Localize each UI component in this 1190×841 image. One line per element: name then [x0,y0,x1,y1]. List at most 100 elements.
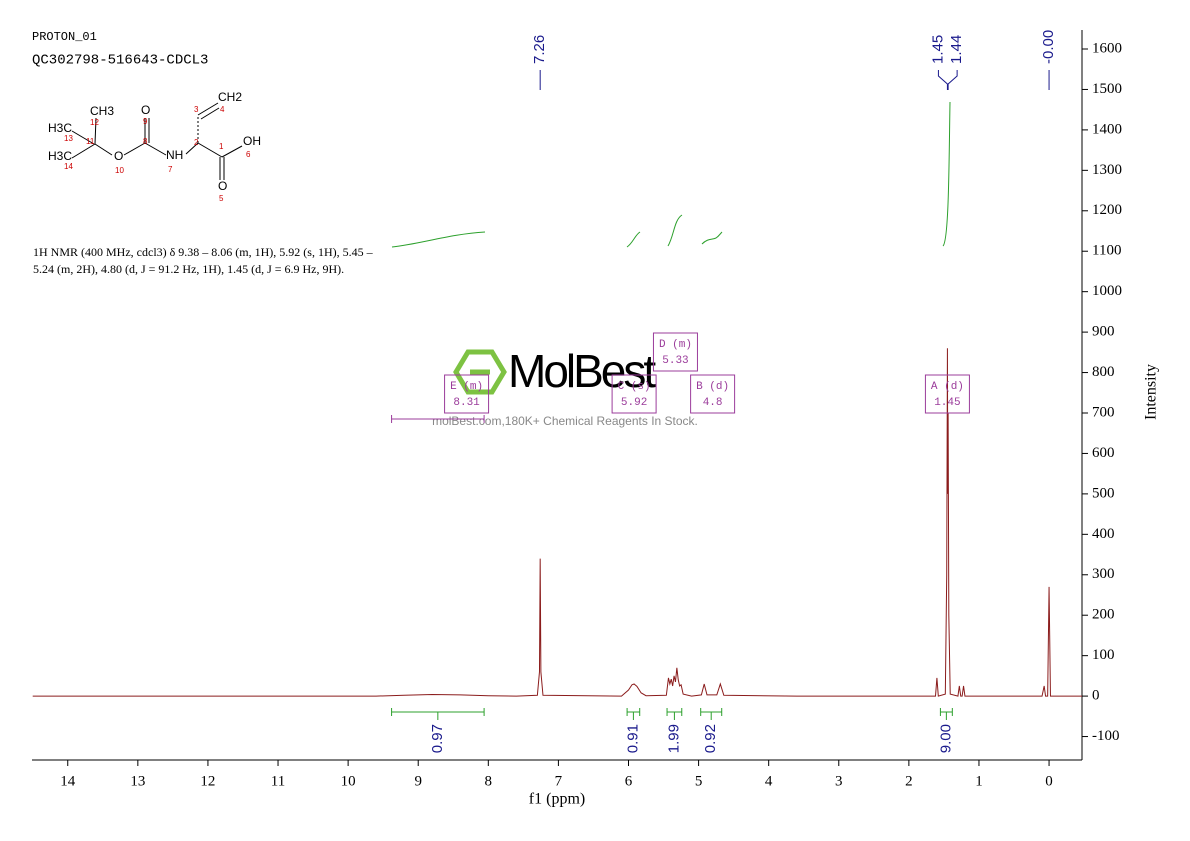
integral-label: 0.97 [429,724,446,753]
y-tick-label: 300 [1092,566,1115,582]
x-tick-label: 0 [1045,773,1053,789]
x-tick-label: 10 [341,773,356,789]
y-tick-label: 1000 [1092,283,1122,299]
peak-label: 1.45 [929,35,946,64]
subtitle: QC302798-516643-CDCL3 [32,53,208,69]
multiplet-range [391,415,485,423]
y-tick-label: 700 [1092,404,1115,420]
peak-label: -0.00 [1040,30,1057,64]
y-tick-label: 1500 [1092,81,1122,97]
multiplet-box [611,374,657,414]
atom: OH [243,134,261,148]
multiplet-name: E (m) [450,381,483,393]
y-tick-label: 0 [1092,688,1100,704]
multiplet-name: C (s) [618,381,651,393]
watermark-brand: MolBest [508,345,656,397]
y-tick-label: 200 [1092,607,1115,623]
x-tick-label: 6 [625,773,633,789]
multiplet-box [444,374,490,414]
multiplet-name: B (d) [696,381,729,393]
multiplet-name: D (m) [659,339,692,351]
integral-bracket [939,708,953,720]
atom: O [141,103,150,117]
integral-bracket [700,708,723,720]
multiplet-shift: 8.31 [453,397,480,409]
integral-label: 0.92 [702,724,719,753]
y-tick-label: 1300 [1092,162,1122,178]
atom-number: 1 [219,142,224,151]
peak-label: 7.26 [531,35,548,64]
y-tick-label: 800 [1092,364,1115,380]
watermark-tagline: molBest.com,180K+ Chemical Reagents In S… [432,414,698,428]
atom-number: 6 [246,150,251,159]
x-tick-label: 14 [60,773,76,789]
multiplet-box [652,332,698,372]
atom-number: 4 [220,105,225,114]
integral-curves [391,101,951,248]
atom-number: 8 [143,137,148,146]
x-tick-label: 2 [905,773,913,789]
atom: O [114,149,123,163]
multiplet-shift: 5.33 [662,355,688,367]
atom-number: 9 [143,117,148,126]
y-tick-label: 900 [1092,324,1115,340]
x-tick-label: 1 [975,773,983,789]
atom-number: 7 [168,165,173,174]
title: PROTON_01 [32,30,97,44]
structure [71,102,243,180]
multiplet-shift: 1.45 [934,397,960,409]
atom-number: 14 [64,162,73,171]
atom-number: 12 [90,118,99,127]
y-tick-label: 1400 [1092,121,1122,137]
x-tick-label: 4 [765,773,773,789]
y-tick-label: 1200 [1092,202,1122,218]
peak-label-leader [947,70,958,90]
x-tick-label: 9 [414,773,422,789]
y-axis-label: Intensity [1143,364,1160,420]
multiplet-shift: 4.8 [703,397,723,409]
x-tick-label: 12 [200,773,215,789]
peak-label-leader [937,70,948,90]
integral-label: 0.91 [624,724,641,753]
atom-number: 3 [194,105,199,114]
atom: O [218,179,227,193]
multiplet-box [690,374,736,414]
nmr-description: 1H NMR (400 MHz, cdcl3) δ 9.38 – 8.06 (m… [33,245,373,276]
x-tick-label: 13 [130,773,145,789]
x-tick-label: 7 [555,773,563,789]
atom-number: 13 [64,134,73,143]
y-tick-label: 600 [1092,445,1115,461]
atom-number: 2 [194,138,199,147]
integral-bracket [626,708,641,720]
integral-label: 1.99 [665,724,682,753]
atom: H3C [48,121,72,135]
x-tick-label: 5 [695,773,703,789]
atom: CH3 [90,104,114,118]
y-tick-label: -100 [1092,728,1120,744]
atom: CH2 [218,90,242,104]
multiplet-name: A (d) [931,381,964,393]
atom-number: 11 [86,137,95,146]
spectrum [32,348,1082,697]
integral-bracket [391,708,485,720]
multiplet-box [924,374,970,414]
y-tick-label: 400 [1092,526,1115,542]
y-tick-label: 100 [1092,647,1115,663]
atom-number: 5 [219,194,224,203]
integral-label: 9.00 [937,724,954,753]
multiplet-shift: 5.92 [621,397,647,409]
atom-number: 10 [115,166,124,175]
atom: H3C [48,149,72,163]
y-tick-label: 1100 [1092,243,1121,259]
integral-bracket [666,708,683,720]
x-tick-label: 3 [835,773,843,789]
x-tick-label: 8 [485,773,493,789]
watermark-logo [453,349,507,395]
peak-label: 1.44 [948,35,965,64]
x-tick-label: 11 [271,773,285,789]
x-axis-label: f1 (ppm) [529,791,585,808]
atom: NH [166,148,183,162]
y-tick-label: 500 [1092,485,1115,501]
